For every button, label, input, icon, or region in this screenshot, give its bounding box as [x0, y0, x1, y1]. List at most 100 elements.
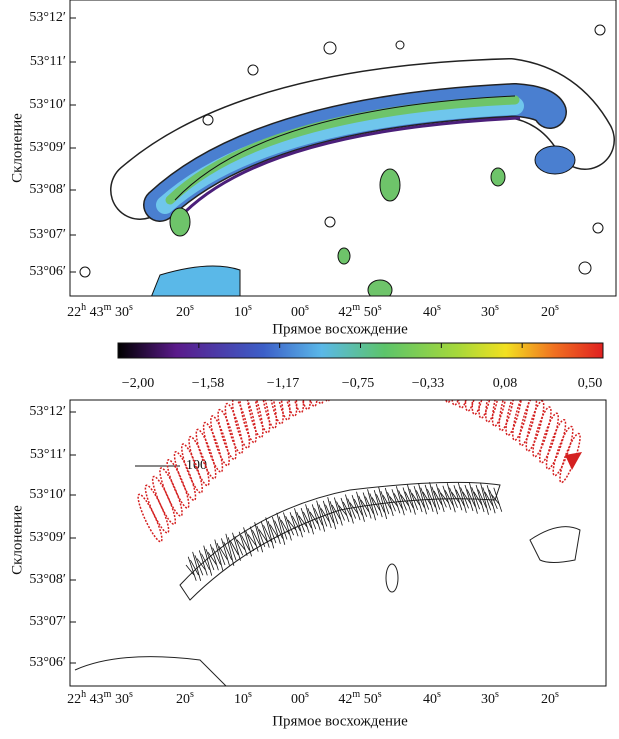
- map-image: [70, 0, 616, 296]
- vector: [307, 508, 317, 530]
- vector: [409, 488, 419, 511]
- y-tick-label: 53°08′: [29, 572, 66, 587]
- vector: [294, 508, 303, 538]
- helix-loop: [451, 400, 465, 406]
- vector: [453, 485, 463, 511]
- vector: [358, 495, 368, 517]
- helix-loop: [181, 443, 203, 494]
- vector: [298, 515, 308, 528]
- x-tick-part: s: [190, 689, 194, 700]
- vector: [207, 552, 217, 565]
- vector: [426, 489, 436, 508]
- vector: [227, 537, 237, 561]
- vector: [389, 496, 399, 507]
- vector: [269, 524, 279, 538]
- vector: [378, 486, 388, 520]
- x-tick-part: 40: [423, 692, 437, 707]
- vector: [322, 500, 332, 528]
- vector: [471, 487, 481, 510]
- y-tick-label: 53°09′: [29, 530, 66, 545]
- vector: [271, 516, 281, 545]
- vector: [221, 538, 230, 566]
- vector: [243, 527, 252, 557]
- vector: [241, 535, 250, 551]
- vector: [318, 504, 328, 527]
- vector: [460, 487, 469, 509]
- helix-loop: [231, 400, 251, 449]
- x-tick-part: s: [129, 302, 133, 313]
- vector: [198, 550, 208, 576]
- helix-loop: [188, 435, 210, 487]
- vector: [305, 504, 314, 535]
- vector: [420, 487, 430, 510]
- vector: [185, 564, 195, 576]
- vector: [384, 487, 394, 517]
- vector: [311, 504, 321, 531]
- x-tick-part: 43: [86, 305, 104, 320]
- x-tick-label: 20s: [541, 689, 559, 707]
- y-tick-label: 53°12′: [29, 10, 66, 25]
- helix-loop: [311, 400, 325, 405]
- x-tick-label: 40s: [423, 689, 441, 707]
- vector: [309, 511, 319, 525]
- vector: [203, 545, 213, 576]
- arrowhead: [565, 452, 582, 470]
- y-axis-label: Склонение: [9, 113, 25, 183]
- x-tick-label: 40s: [423, 302, 441, 320]
- x-tick-label: 22h 43m 30s: [67, 302, 133, 320]
- helix-loop: [239, 400, 257, 444]
- vector: [192, 551, 202, 582]
- vector: [376, 494, 385, 513]
- vector: [404, 491, 414, 508]
- vector: [320, 508, 330, 522]
- vector: [435, 483, 445, 513]
- helix-loop: [217, 408, 237, 461]
- map-image: 100: [70, 400, 606, 686]
- vector: [190, 559, 199, 576]
- vector: [469, 482, 478, 514]
- vector: [407, 484, 416, 515]
- vector: [413, 485, 423, 513]
- vector: [395, 486, 405, 516]
- vector: [353, 499, 363, 516]
- x-tick-part: 42: [338, 305, 352, 320]
- x-tick-part: s: [437, 689, 441, 700]
- vector: [347, 498, 357, 519]
- y-tick-label: 53°06′: [29, 264, 66, 279]
- x-tick-part: s: [190, 302, 194, 313]
- helix-loop: [545, 418, 567, 470]
- helix-loop: [525, 400, 545, 452]
- vector: [464, 484, 474, 512]
- vector: [393, 493, 403, 509]
- vector: [212, 547, 221, 565]
- x-tick-part: 10: [234, 692, 248, 707]
- vector: [415, 490, 425, 508]
- vector: [356, 491, 365, 522]
- vector: [491, 494, 500, 505]
- vector: [455, 489, 465, 506]
- vector: [209, 544, 219, 571]
- vector: [331, 504, 341, 520]
- vector: [276, 512, 286, 545]
- vector: [254, 522, 264, 553]
- x-tick-part: 20: [176, 692, 190, 707]
- x-tick-part: 40: [423, 305, 437, 320]
- vector: [201, 553, 210, 570]
- y-tick-label: 53°10′: [29, 97, 66, 112]
- colorbar-tick-label: −2,00: [122, 376, 154, 391]
- vector: [314, 508, 323, 526]
- vector: [438, 488, 447, 508]
- y-axis-label: Склонение: [9, 505, 25, 575]
- helix-loop: [224, 402, 244, 455]
- vector: [223, 541, 233, 560]
- vector: [232, 532, 241, 561]
- vector: [446, 483, 456, 513]
- vector: [473, 491, 483, 506]
- x-tick-part: 50: [360, 305, 378, 320]
- helix-loop: [202, 421, 224, 473]
- vector: [367, 489, 376, 521]
- vector: [340, 497, 350, 523]
- x-axis-label: Прямое восхождение: [272, 321, 408, 337]
- y-tick-label: 53°11′: [30, 54, 66, 69]
